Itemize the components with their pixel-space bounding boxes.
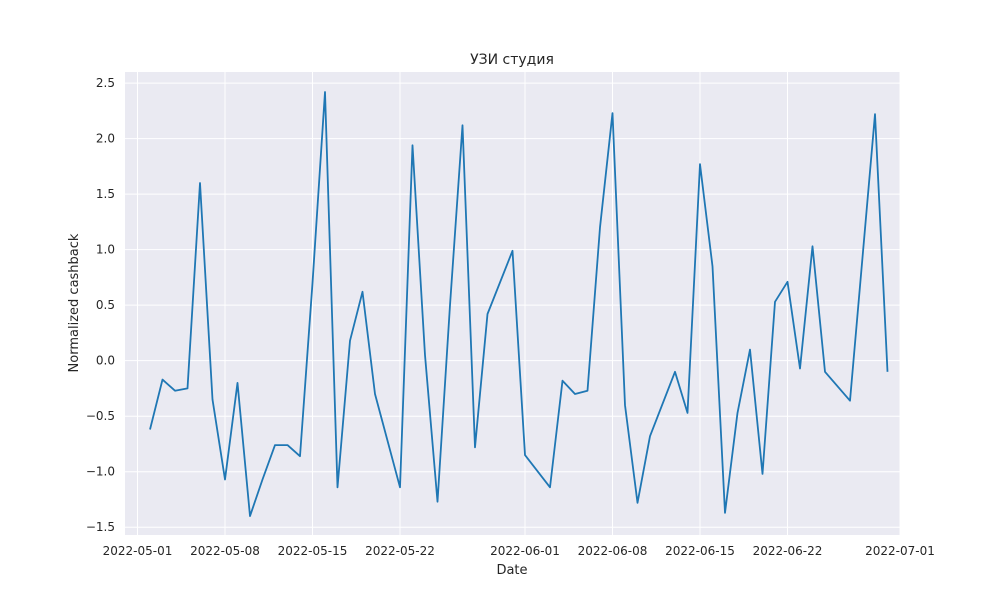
y-axis-label: Normalized cashback: [67, 233, 82, 372]
y-tick-label: 0.5: [96, 298, 115, 312]
x-axis-label: Date: [496, 563, 527, 578]
plot-area: [125, 72, 900, 535]
x-tick-label: 2022-05-08: [190, 544, 260, 558]
y-tick-label: −0.5: [86, 409, 115, 423]
chart-title: УЗИ студия: [470, 52, 554, 68]
y-tick-label: −1.0: [86, 465, 115, 479]
x-tick-label: 2022-06-15: [665, 544, 735, 558]
y-tick-label: 2.5: [96, 76, 115, 90]
x-tick-label: 2022-07-01: [865, 544, 935, 558]
x-tick-label: 2022-06-22: [753, 544, 823, 558]
x-tick-label: 2022-05-15: [278, 544, 348, 558]
y-tick-label: 0.0: [96, 354, 115, 368]
x-tick-label: 2022-05-22: [365, 544, 435, 558]
series-line: [149, 91, 889, 517]
x-tick-label: 2022-05-01: [103, 544, 173, 558]
y-tick-label: −1.5: [86, 520, 115, 534]
x-tick-label: 2022-06-01: [490, 544, 560, 558]
y-tick-label: 1.0: [96, 243, 115, 257]
series-layer: [149, 91, 889, 517]
x-tick-label: 2022-06-08: [578, 544, 648, 558]
y-tick-labels: −1.5 −1.0 −0.5 0.0 0.5 1.0 1.5 2.0 2.5: [86, 76, 115, 534]
x-tick-labels: 2022-05-01 2022-05-08 2022-05-15 2022-05-22…: [103, 544, 935, 558]
y-tick-label: 2.0: [96, 132, 115, 146]
y-tick-label: 1.5: [96, 187, 115, 201]
